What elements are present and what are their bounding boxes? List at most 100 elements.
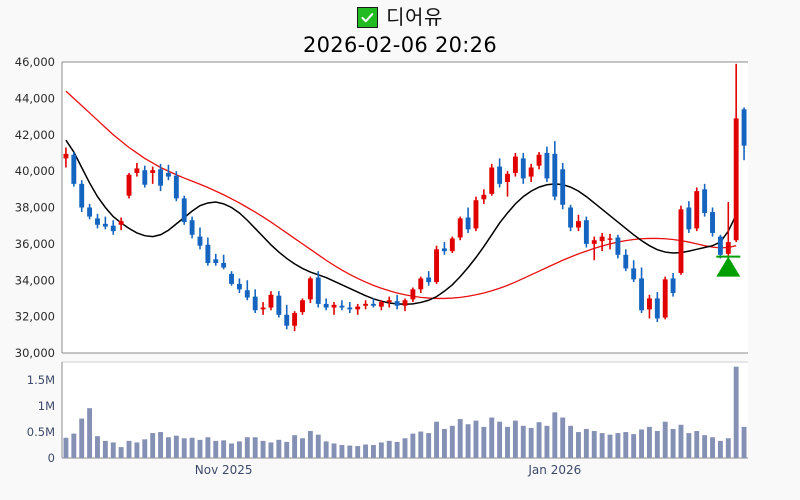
candlestick[interactable]	[386, 296, 392, 308]
candlestick[interactable]	[481, 189, 487, 204]
volume-bar[interactable]	[181, 438, 187, 458]
volume-bar[interactable]	[347, 445, 353, 458]
candlestick[interactable]	[323, 298, 329, 311]
volume-bar[interactable]	[260, 440, 266, 458]
volume-bar[interactable]	[607, 434, 613, 458]
volume-chart-svg[interactable]: 0 0.5M 1M 1.5M Nov 2025 Jan 2026	[0, 360, 800, 477]
candlestick[interactable]	[339, 300, 345, 311]
candlestick[interactable]	[284, 304, 290, 330]
volume-bar[interactable]	[252, 437, 258, 458]
price-chart-svg[interactable]: 30,000 32,000 34,000 36,000 38,000 40,000 42,0…	[0, 55, 800, 360]
candlestick[interactable]	[741, 107, 747, 161]
volume-bar[interactable]	[512, 420, 518, 458]
volume-bar[interactable]	[292, 435, 298, 458]
volume-bar[interactable]	[355, 446, 361, 458]
candlestick[interactable]	[197, 227, 203, 250]
volume-bar[interactable]	[95, 436, 100, 458]
volume-bar[interactable]	[615, 433, 621, 458]
candlestick[interactable]	[489, 163, 495, 196]
candlestick[interactable]	[134, 162, 140, 177]
candlestick[interactable]	[497, 158, 503, 188]
volume-bar[interactable]	[631, 434, 637, 458]
volume-bar[interactable]	[284, 441, 290, 458]
candlestick[interactable]	[426, 271, 432, 286]
volume-bar[interactable]	[87, 408, 93, 458]
candlestick[interactable]	[118, 217, 124, 231]
candlestick[interactable]	[355, 303, 361, 315]
volume-bar[interactable]	[733, 366, 739, 458]
volume-bar[interactable]	[197, 439, 203, 458]
candlestick[interactable]	[623, 249, 629, 272]
candlestick[interactable]	[173, 171, 179, 202]
volume-bar[interactable]	[670, 428, 676, 458]
candlestick[interactable]	[694, 187, 700, 232]
volume-bar[interactable]	[63, 437, 69, 458]
candlestick[interactable]	[252, 289, 258, 313]
candlestick[interactable]	[678, 205, 684, 275]
volume-bar[interactable]	[465, 424, 471, 458]
candlestick[interactable]	[552, 141, 558, 201]
candlestick[interactable]	[71, 152, 77, 187]
volume-bar[interactable]	[315, 434, 321, 458]
volume-bar[interactable]	[528, 427, 534, 458]
volume-bar[interactable]	[173, 435, 179, 458]
candlestick[interactable]	[473, 196, 479, 232]
candlestick[interactable]	[441, 242, 447, 255]
volume-bar[interactable]	[686, 433, 692, 458]
candlestick[interactable]	[568, 204, 574, 232]
candlestick[interactable]	[686, 201, 692, 233]
volume-bar[interactable]	[520, 425, 526, 458]
candlestick[interactable]	[150, 166, 156, 184]
volume-bar[interactable]	[110, 442, 116, 458]
volume-bar[interactable]	[276, 439, 282, 458]
volume-bar[interactable]	[552, 412, 558, 458]
candlestick[interactable]	[536, 152, 542, 170]
volume-bar[interactable]	[244, 437, 250, 458]
candlestick[interactable]	[576, 214, 581, 232]
volume-bar[interactable]	[134, 442, 140, 458]
volume-bar[interactable]	[102, 440, 108, 458]
candlestick[interactable]	[710, 207, 715, 237]
volume-bar[interactable]	[300, 438, 305, 458]
candlestick[interactable]	[662, 276, 668, 320]
volume-bar[interactable]	[142, 439, 148, 458]
candlestick[interactable]	[63, 147, 69, 168]
volume-bar[interactable]	[449, 425, 455, 458]
candlestick[interactable]	[244, 280, 250, 301]
candlestick[interactable]	[702, 183, 708, 217]
candlestick[interactable]	[205, 237, 211, 266]
candlestick[interactable]	[102, 216, 108, 230]
volume-bar[interactable]	[646, 426, 652, 458]
volume-bar[interactable]	[702, 435, 708, 458]
volume-bar[interactable]	[426, 433, 432, 458]
candlestick[interactable]	[607, 233, 613, 250]
volume-bar[interactable]	[710, 437, 715, 458]
green-check-icon[interactable]	[357, 6, 379, 28]
volume-bar[interactable]	[694, 431, 700, 458]
volume-bar[interactable]	[339, 445, 345, 458]
candlestick[interactable]	[229, 271, 234, 286]
candlestick[interactable]	[520, 152, 526, 184]
candlestick[interactable]	[181, 195, 187, 225]
volume-bar[interactable]	[536, 422, 542, 458]
candlestick[interactable]	[733, 63, 739, 243]
volume-bar[interactable]	[323, 441, 329, 458]
candlestick[interactable]	[654, 292, 660, 323]
candlestick[interactable]	[221, 254, 227, 270]
volume-bar[interactable]	[457, 419, 463, 458]
volume-bar[interactable]	[205, 437, 211, 458]
volume-bar[interactable]	[79, 418, 85, 458]
candlestick[interactable]	[449, 236, 455, 253]
candlestick[interactable]	[158, 163, 164, 192]
volume-bar[interactable]	[166, 437, 171, 458]
candlestick[interactable]	[560, 162, 566, 210]
volume-bar[interactable]	[599, 433, 605, 458]
candlestick[interactable]	[79, 180, 85, 213]
candlestick[interactable]	[394, 294, 400, 310]
candlestick[interactable]	[189, 216, 195, 239]
volume-bar[interactable]	[394, 441, 400, 458]
candlestick[interactable]	[363, 300, 369, 310]
volume-bar[interactable]	[568, 425, 574, 458]
volume-bar[interactable]	[150, 433, 156, 458]
volume-bar[interactable]	[221, 440, 227, 458]
